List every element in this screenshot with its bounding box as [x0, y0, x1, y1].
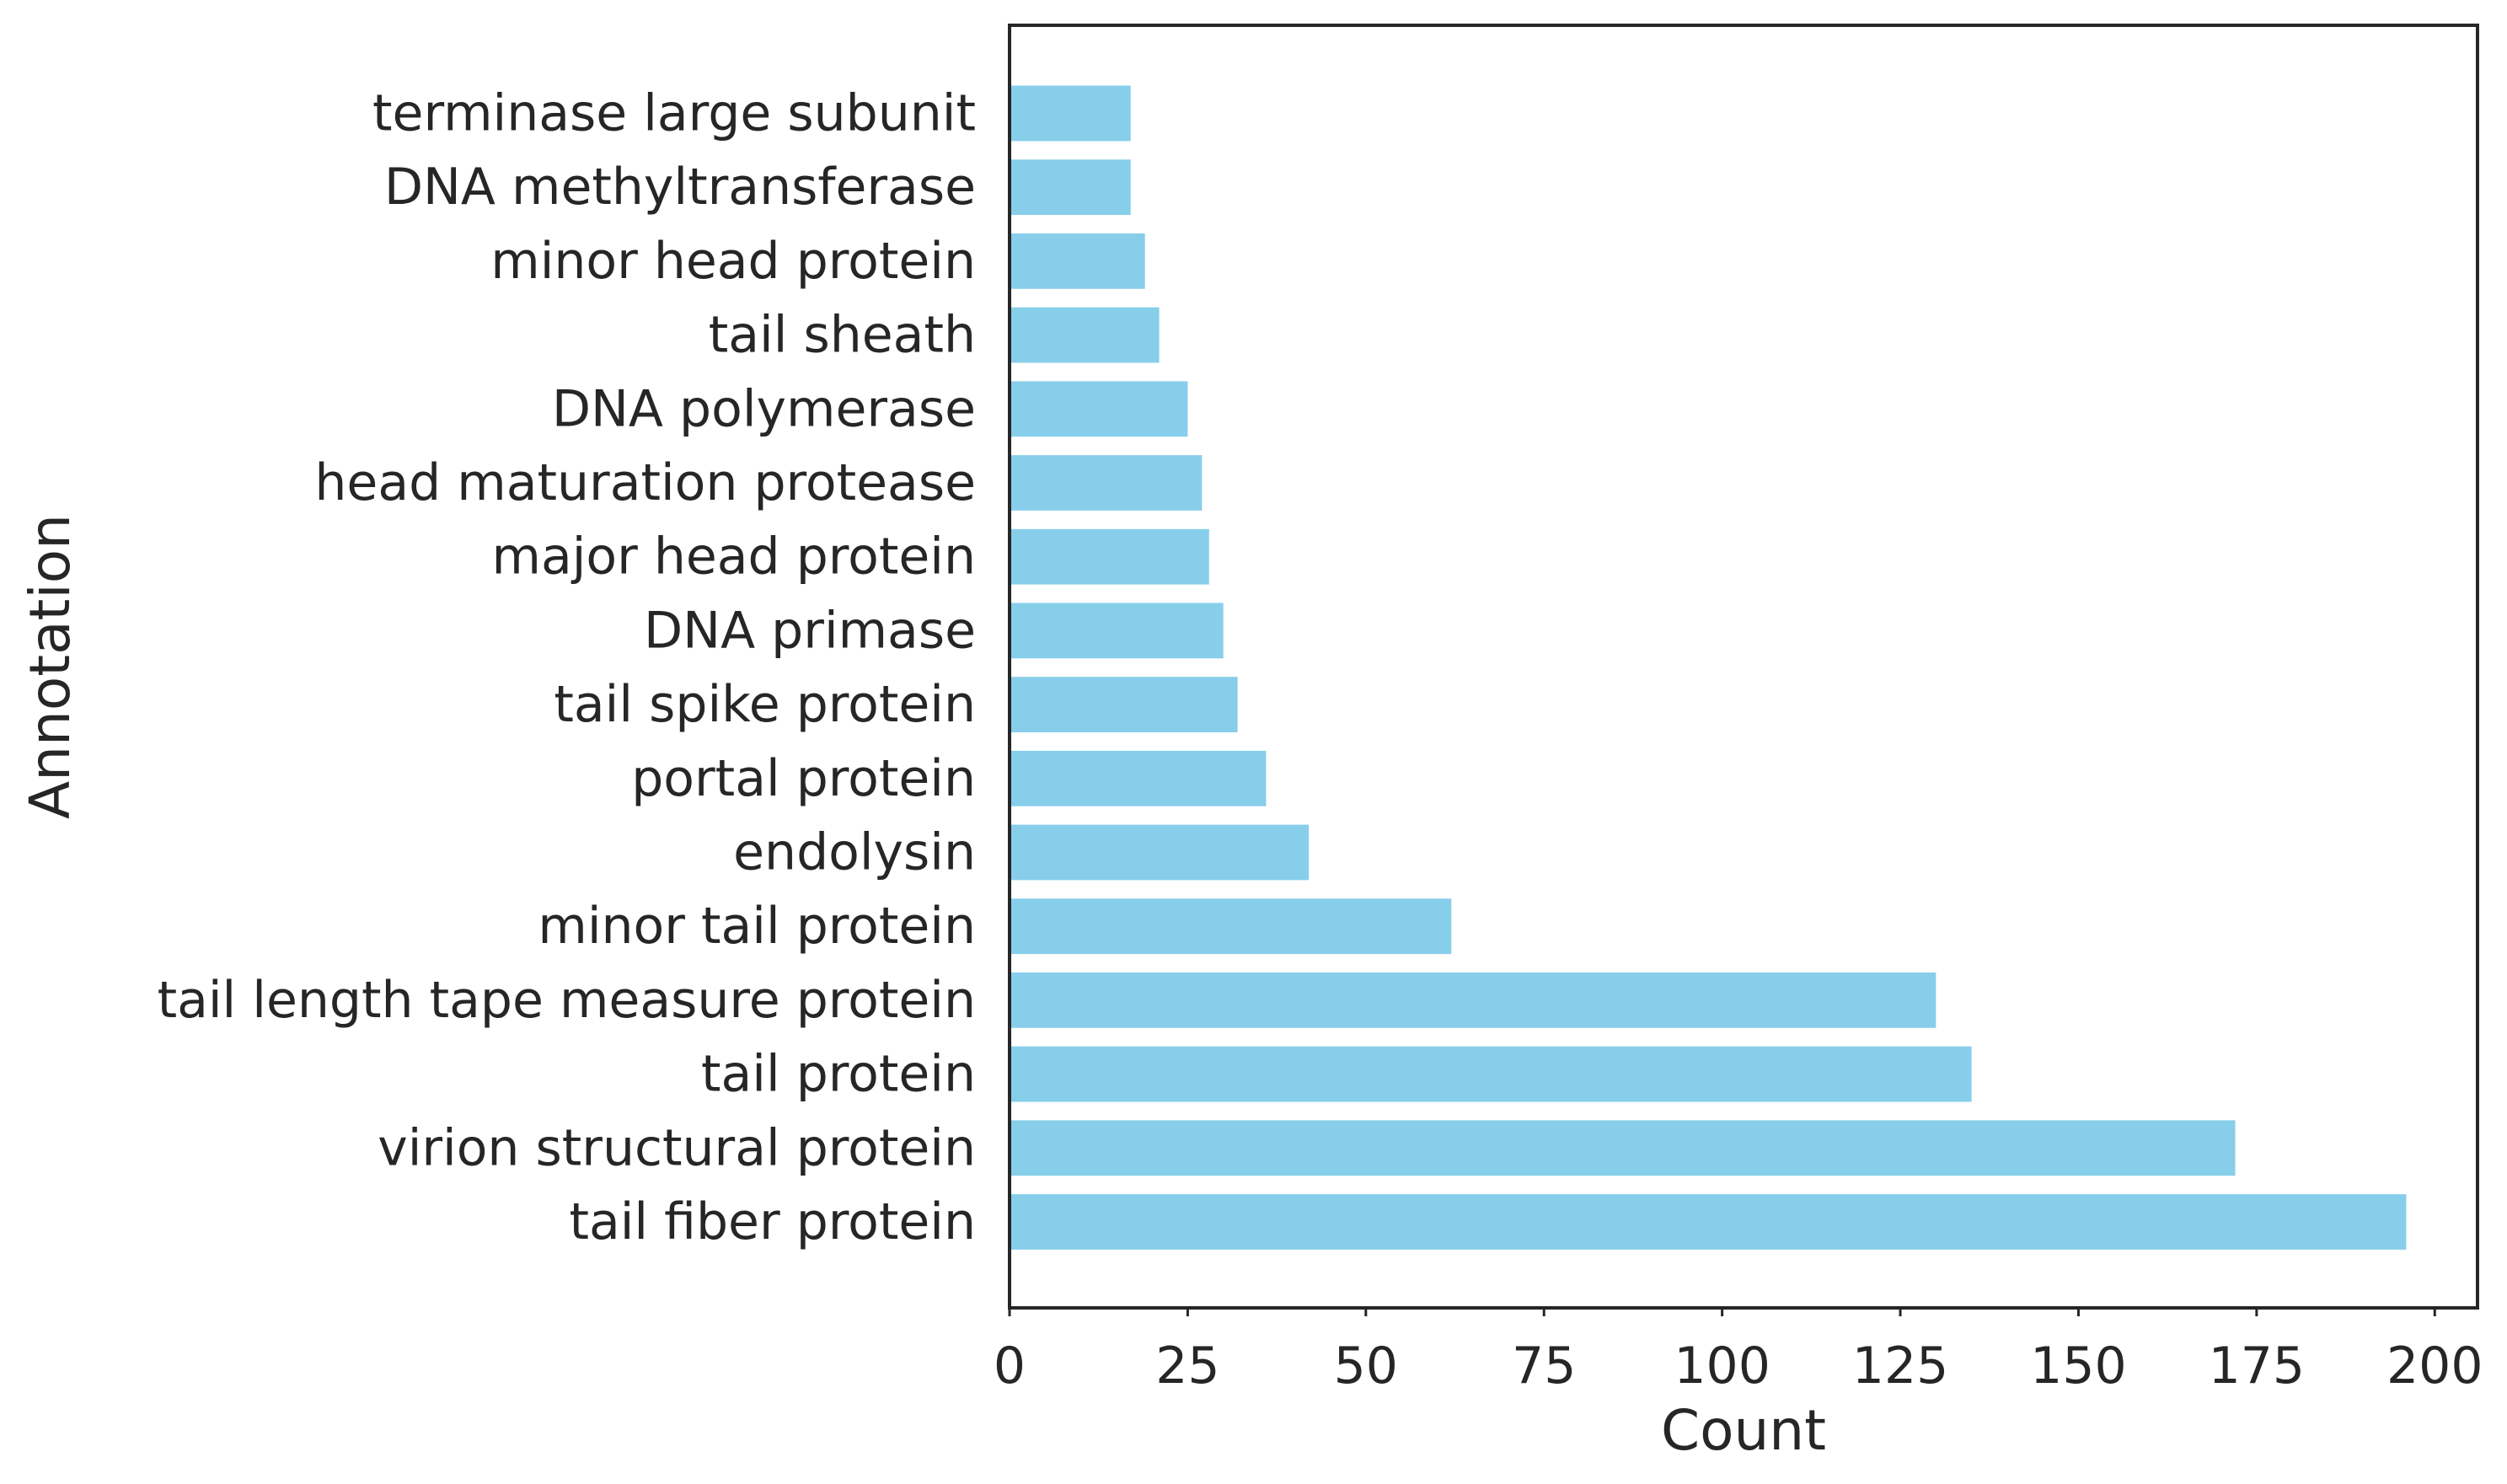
bar — [1010, 750, 1267, 806]
bars-group — [1010, 85, 2407, 1250]
x-tick-label: 25 — [1155, 1337, 1219, 1396]
y-tick-label: terminase large subunit — [372, 84, 976, 143]
plot-frame — [1008, 24, 2479, 1310]
bar — [1010, 85, 1131, 142]
y-tick-label: endolysin — [733, 823, 976, 882]
x-ticks: 0 25 50 75 100 125 150 175 200 — [994, 1308, 2483, 1396]
y-tick-label: tail fiber protein — [569, 1192, 976, 1251]
bar — [1010, 972, 1936, 1028]
y-tick-label: major head protein — [492, 528, 976, 587]
y-tick-label: DNA polymerase — [552, 379, 976, 438]
bar — [1010, 1194, 2407, 1250]
x-tick-label: 150 — [2030, 1337, 2127, 1396]
x-tick-label: 175 — [2209, 1337, 2306, 1396]
y-tick-label: minor tail protein — [538, 897, 976, 956]
x-tick-label: 200 — [2386, 1337, 2483, 1396]
x-tick-label: 50 — [1334, 1337, 1398, 1396]
bar — [1010, 603, 1224, 659]
y-tick-label: tail sheath — [709, 306, 976, 365]
y-tick-labels: tail fiber protein virion structural prot… — [158, 84, 976, 1252]
bar — [1010, 1120, 2236, 1176]
bar — [1010, 677, 1238, 732]
bar — [1010, 528, 1209, 585]
x-tick-label: 125 — [1852, 1337, 1949, 1396]
y-tick-label: minor head protein — [490, 232, 976, 291]
x-tick-label: 100 — [1674, 1337, 1770, 1396]
x-axis-label: Count — [1661, 1398, 1826, 1463]
x-tick-label: 75 — [1512, 1337, 1576, 1396]
y-axis-label: Annotation — [18, 514, 83, 819]
bar — [1010, 381, 1188, 437]
bar — [1010, 455, 1203, 511]
bar — [1010, 159, 1131, 216]
y-tick-label: virion structural protein — [378, 1118, 976, 1177]
y-tick-label: tail spike protein — [554, 675, 976, 734]
y-tick-label: tail protein — [701, 1045, 976, 1104]
y-tick-label: DNA primase — [644, 601, 976, 660]
y-tick-label: head maturation protease — [314, 453, 976, 512]
x-tick-label: 0 — [994, 1337, 1026, 1396]
y-tick-label: tail length tape measure protein — [158, 971, 976, 1030]
bar — [1010, 233, 1145, 289]
y-tick-label: portal protein — [631, 749, 976, 808]
bar — [1010, 1046, 1972, 1102]
bar — [1010, 824, 1310, 881]
bar — [1010, 307, 1160, 363]
bar — [1010, 898, 1452, 955]
y-tick-label: DNA methyltransferase — [384, 158, 976, 217]
